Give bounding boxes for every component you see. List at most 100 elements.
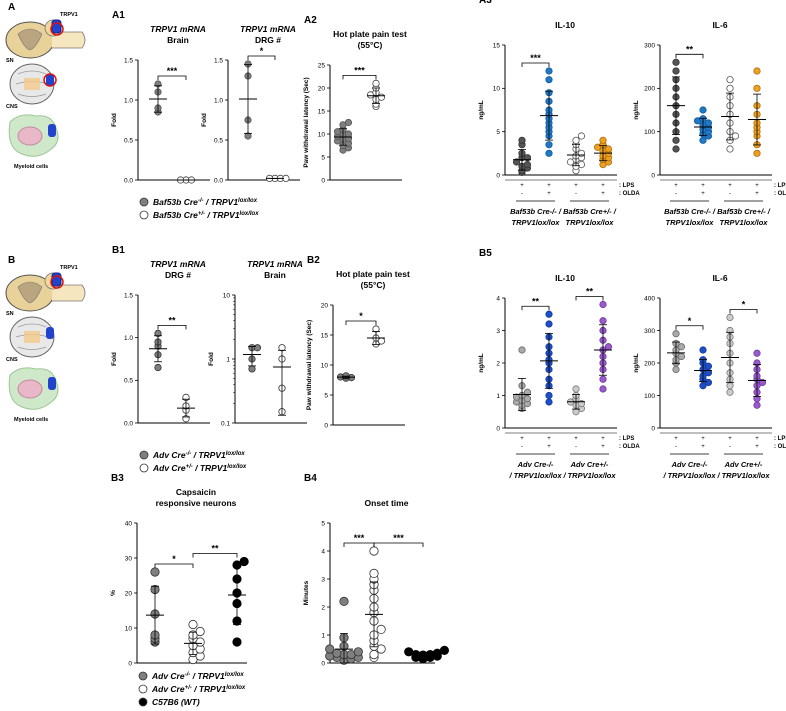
chart-title: IL-6 (712, 273, 727, 283)
y-tick-label: 5 (496, 129, 500, 136)
data-point (545, 149, 553, 157)
chart-title: TRPV1 mRNA (150, 259, 206, 269)
panel-label: A2 (304, 15, 317, 26)
lps-value: + (701, 436, 705, 442)
data-point (672, 365, 680, 374)
significance-bracket (373, 542, 424, 547)
legend-label: Adv Cre-/- / TRPV1lox/lox (152, 450, 245, 460)
significance-label: * (359, 311, 363, 321)
significance-bracket (343, 542, 375, 547)
data-point (753, 67, 761, 75)
receptor-icon (51, 19, 62, 34)
y-tick-label: 5 (321, 520, 325, 527)
chart-title: IL-10 (555, 20, 575, 30)
lps-value: + (728, 183, 732, 189)
y-tick-label: 200 (644, 86, 655, 93)
group-label: TRPV1lox/lox (566, 218, 615, 227)
group-label: / TRPV1lox/lox (562, 471, 616, 480)
y-axis-label: ng/mL (478, 353, 485, 373)
data-point (753, 149, 761, 157)
olda-value: - (521, 444, 523, 450)
data-point (376, 624, 386, 635)
y-tick-label: 200 (644, 360, 655, 367)
legend-label-part: lox/lox (238, 198, 258, 204)
brain-region-icon (24, 78, 40, 90)
data-point (339, 596, 349, 607)
data-point (753, 349, 761, 357)
data-point (545, 141, 553, 149)
chart-title: DRG # (255, 35, 281, 45)
data-point (523, 154, 532, 162)
significance-bracket (247, 55, 276, 60)
y-tick-label: 15 (321, 332, 329, 339)
chart-title: Brain (167, 35, 189, 45)
chart-a2: Hot plate pain test(55°C) A2 0 5 10 15 20 25 Paw… (303, 15, 407, 184)
olda-label: : OLDA (619, 444, 640, 450)
data-point (599, 385, 607, 393)
y-tick-label: 15 (493, 42, 501, 49)
group-labels: Adv Cre-/- / TRPV1lox/lox Adv Cre+/- / TRPV… (508, 460, 616, 480)
y-tick-label: 20 (125, 590, 133, 597)
y-tick-label: 1.5 (214, 57, 223, 64)
significance-bracket (521, 62, 550, 67)
legend-label: Adv Cre+/- / TRPV1lox/lox (152, 463, 247, 473)
legend-label-part: Baf53b Cre (153, 197, 198, 207)
significance-label: * (172, 554, 176, 564)
olda-value: + (601, 444, 605, 450)
condition-rows: + - + + + - + +: LPS: OLDA (660, 432, 786, 455)
legend-label-part: lox/lox (240, 211, 260, 217)
legend-label-part: lox/lox (227, 464, 247, 470)
significance-label: ** (211, 544, 219, 554)
data-point (599, 136, 607, 144)
group-label: Adv Cre-/- (517, 460, 554, 469)
data-point (704, 378, 713, 387)
data-point (572, 385, 580, 393)
tissue-label: SN (6, 58, 14, 64)
data-point (369, 568, 379, 579)
y-axis-label: ng/mL (478, 100, 485, 120)
y-tick-label: 1 (496, 393, 500, 400)
y-axis-label: Paw withdrawal latency (Sec) (306, 320, 313, 410)
y-axis-label: Fold (201, 113, 208, 127)
panel-label: B (8, 255, 15, 266)
data-point (377, 93, 386, 101)
lps-value: + (728, 436, 732, 442)
legend-label-part: Adv Cre (151, 671, 185, 681)
y-tick-label: 1.5 (124, 57, 133, 64)
data-point (604, 145, 613, 153)
y-tick-label: 1 (321, 632, 325, 639)
y-tick-label: 0 (651, 172, 655, 179)
group-label: TRPV1lox/lox (720, 218, 769, 227)
data-point (150, 567, 160, 577)
y-tick-label: 3 (321, 576, 325, 583)
legend-label-part: / TRPV1 (191, 450, 226, 460)
y-tick-label: 0.5 (124, 137, 133, 144)
y-tick-label: 10 (223, 292, 231, 299)
group-label: / TRPV1lox/lox (662, 471, 716, 480)
data-point (726, 145, 734, 153)
data-point (699, 106, 707, 114)
significance-label: ** (686, 44, 694, 54)
data-point (518, 346, 526, 354)
significance-bracket (521, 305, 550, 311)
legend-label-part: lox/lox (226, 451, 246, 457)
olda-value: + (755, 444, 759, 450)
condition-rows: + - + + + - + +: LPS: OLDA (505, 179, 640, 202)
group-label: Baf53b Cre-/- / (510, 207, 562, 216)
lps-label: : LPS (619, 436, 634, 442)
legend-label-part: Adv Cre (152, 463, 186, 473)
significance-bracket (729, 309, 758, 314)
lps-value: + (674, 436, 678, 442)
y-axis-label: ng/mL (633, 100, 640, 120)
grey-matter-icon (17, 281, 43, 304)
significance-bracket (192, 553, 238, 558)
y-tick-label: 0 (321, 660, 325, 667)
nerve-root-icon (52, 31, 86, 49)
data-point (545, 391, 553, 400)
legend-label-part: +/- (185, 685, 192, 691)
data-point (604, 343, 613, 351)
group-label: TRPV1lox/lox (666, 218, 715, 227)
